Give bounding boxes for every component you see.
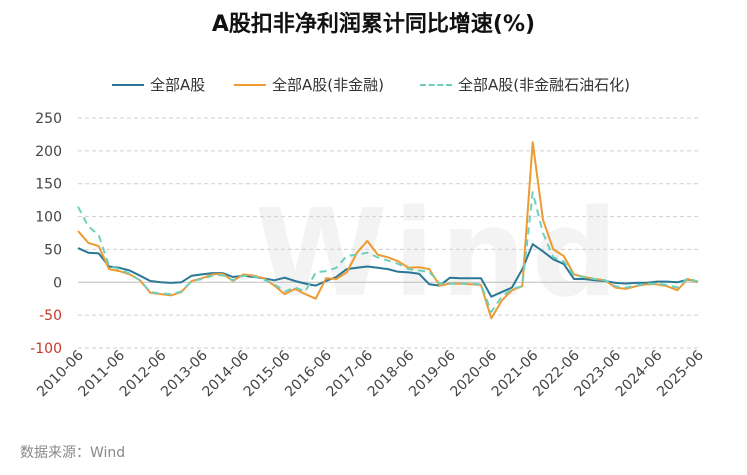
x-tick-label: 2025-06: [654, 347, 707, 400]
y-tick-label: 100: [35, 210, 62, 226]
legend-label-non-financial: 全部A股(非金融): [272, 76, 384, 94]
y-tick-label: 150: [35, 177, 62, 193]
legend-item-non-financial: 全部A股(非金融): [234, 74, 384, 95]
y-tick-label: -100: [30, 341, 62, 357]
legend-swatch-all-a: [112, 83, 144, 86]
legend-swatch-non-financial: [234, 83, 266, 86]
legend-item-non-financial-petro: 全部A股(非金融石油石化): [420, 74, 630, 95]
y-tick-label: 250: [35, 111, 62, 127]
legend-swatch-non-financial-petro: [420, 83, 452, 86]
legend-item-all-a: 全部A股: [112, 74, 205, 95]
y-tick-label: 200: [35, 144, 62, 160]
series-line-1: [77, 141, 699, 320]
y-tick-label: -50: [39, 308, 62, 324]
y-tick-label: 50: [44, 242, 62, 258]
watermark: Wind: [255, 185, 624, 324]
legend: 全部A股 全部A股(非金融) 全部A股(非金融石油石化): [0, 74, 747, 98]
source-note: 数据来源：Wind: [20, 445, 126, 461]
legend-label-non-financial-petro: 全部A股(非金融石油石化): [458, 76, 630, 94]
chart-title: A股扣非净利润累计同比增速(%): [211, 12, 536, 37]
series-line-0: [77, 243, 699, 298]
series-line-2: [77, 191, 699, 313]
y-tick-label: 0: [53, 275, 62, 291]
legend-label-all-a: 全部A股: [150, 76, 206, 94]
